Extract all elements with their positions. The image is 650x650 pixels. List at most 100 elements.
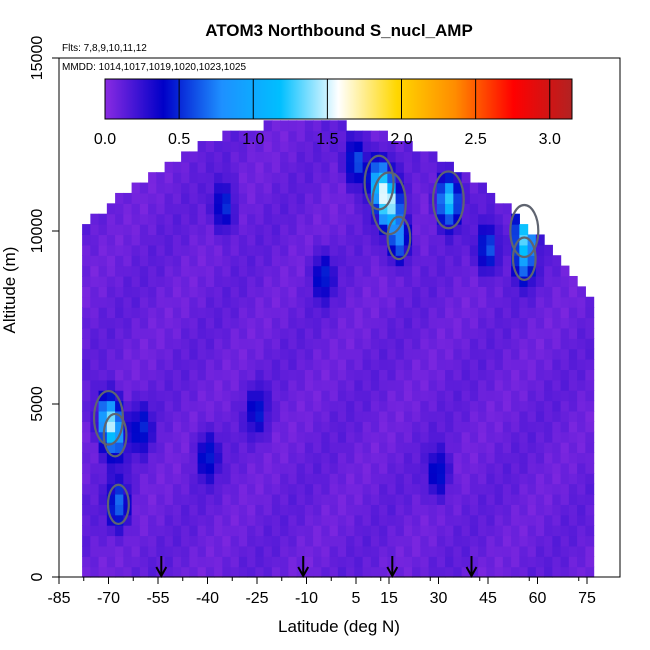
heatmap-cell (494, 275, 504, 287)
heatmap-cell (205, 234, 215, 246)
heatmap-cell (263, 317, 273, 329)
heatmap-cell (469, 213, 479, 225)
heatmap-cell (296, 535, 306, 547)
heatmap-cell (304, 234, 314, 246)
heatmap-cell (123, 359, 133, 370)
heatmap-cell (106, 234, 116, 246)
heatmap-cell (453, 431, 463, 443)
heatmap-cell (181, 473, 190, 485)
heatmap-cell (544, 545, 553, 557)
heatmap-cell (205, 348, 215, 360)
heatmap-cell (238, 255, 248, 267)
heatmap-cell (90, 275, 100, 287)
heatmap-cell (82, 535, 91, 547)
heatmap-cell (552, 379, 562, 391)
heatmap-cell (527, 556, 537, 568)
heatmap-cell (412, 452, 421, 464)
heatmap-cell (98, 265, 108, 277)
heatmap-cell (585, 410, 595, 422)
heatmap-cell (527, 379, 537, 391)
heatmap-cell (238, 307, 248, 319)
heatmap-cell (486, 327, 496, 339)
heatmap-cell (214, 255, 223, 267)
heatmap-cell (172, 421, 182, 433)
heatmap-cell (123, 525, 133, 537)
heatmap-cell (98, 462, 108, 474)
heatmap-cell (436, 172, 446, 184)
heatmap-cell (164, 182, 174, 194)
heatmap-cell (412, 161, 421, 173)
heatmap-cell (585, 359, 595, 370)
heatmap-cell (428, 244, 438, 256)
heatmap-cell (354, 379, 364, 391)
heatmap-cell (148, 431, 157, 443)
heatmap-cell (395, 545, 405, 557)
heatmap-cell (412, 151, 421, 163)
heatmap-cell (346, 493, 355, 505)
heatmap-cell (271, 234, 281, 246)
heatmap-cell (329, 244, 339, 256)
heatmap-cell (329, 473, 339, 485)
heatmap-cell (263, 161, 273, 173)
heatmap-cell (494, 442, 504, 454)
heatmap-cell (428, 504, 438, 516)
heatmap-cell (428, 327, 438, 339)
heatmap-cell (461, 244, 471, 256)
heatmap-cell (197, 369, 207, 381)
heatmap-cell (395, 338, 405, 350)
heatmap-cell (181, 213, 190, 225)
heatmap-cell (280, 410, 289, 422)
heatmap-cell (90, 234, 100, 246)
heatmap-cell (469, 317, 479, 329)
heatmap-cell (428, 275, 438, 287)
heatmap-cell (230, 535, 240, 547)
heatmap-cell (568, 535, 578, 547)
heatmap-cell (560, 307, 570, 319)
heatmap-cell (494, 338, 504, 350)
heatmap-cell (436, 462, 446, 474)
heatmap-cell (370, 286, 380, 298)
heatmap-cell (197, 400, 207, 412)
heatmap-cell (420, 369, 430, 381)
heatmap-cell (304, 379, 314, 391)
heatmap-cell (379, 390, 388, 402)
heatmap-cell (494, 359, 504, 370)
arrow-head (155, 566, 168, 579)
heatmap-cell (346, 390, 355, 402)
heatmap-cell (164, 192, 174, 204)
heatmap-cell (469, 348, 479, 360)
heatmap-cell (164, 400, 174, 412)
heatmap-cell (115, 442, 124, 454)
heatmap-cell (420, 348, 430, 360)
heatmap-cell (222, 452, 232, 464)
heatmap-cell (222, 504, 232, 516)
heatmap-cell (222, 483, 232, 495)
heatmap-cell (82, 379, 91, 391)
heatmap-cell (90, 514, 100, 526)
heatmap-cell (106, 213, 116, 225)
heatmap-cell (238, 213, 248, 225)
heatmap-cell (379, 359, 388, 370)
heatmap-cell (106, 265, 116, 277)
heatmap-cell (577, 338, 586, 350)
heatmap-cell (585, 442, 595, 454)
heatmap-cell (469, 400, 479, 412)
heatmap-cell (172, 514, 182, 526)
heatmap-cell (486, 265, 496, 277)
heatmap-cell (98, 545, 108, 557)
heatmap-cell (296, 525, 306, 537)
heatmap-cell (585, 307, 595, 319)
heatmap-cell (346, 317, 355, 329)
heatmap-cell (337, 120, 347, 132)
heatmap-cell (263, 348, 273, 360)
heatmap-cell (205, 182, 215, 194)
heatmap-cell (445, 442, 454, 454)
heatmap-cell (172, 525, 182, 537)
heatmap-cell (148, 213, 157, 225)
heatmap-cell (354, 493, 364, 505)
heatmap-cell (428, 462, 438, 474)
heatmap-cell (205, 286, 215, 298)
heatmap-cell (403, 348, 413, 360)
heatmap-cell (131, 379, 141, 391)
heatmap-cell (82, 327, 91, 339)
